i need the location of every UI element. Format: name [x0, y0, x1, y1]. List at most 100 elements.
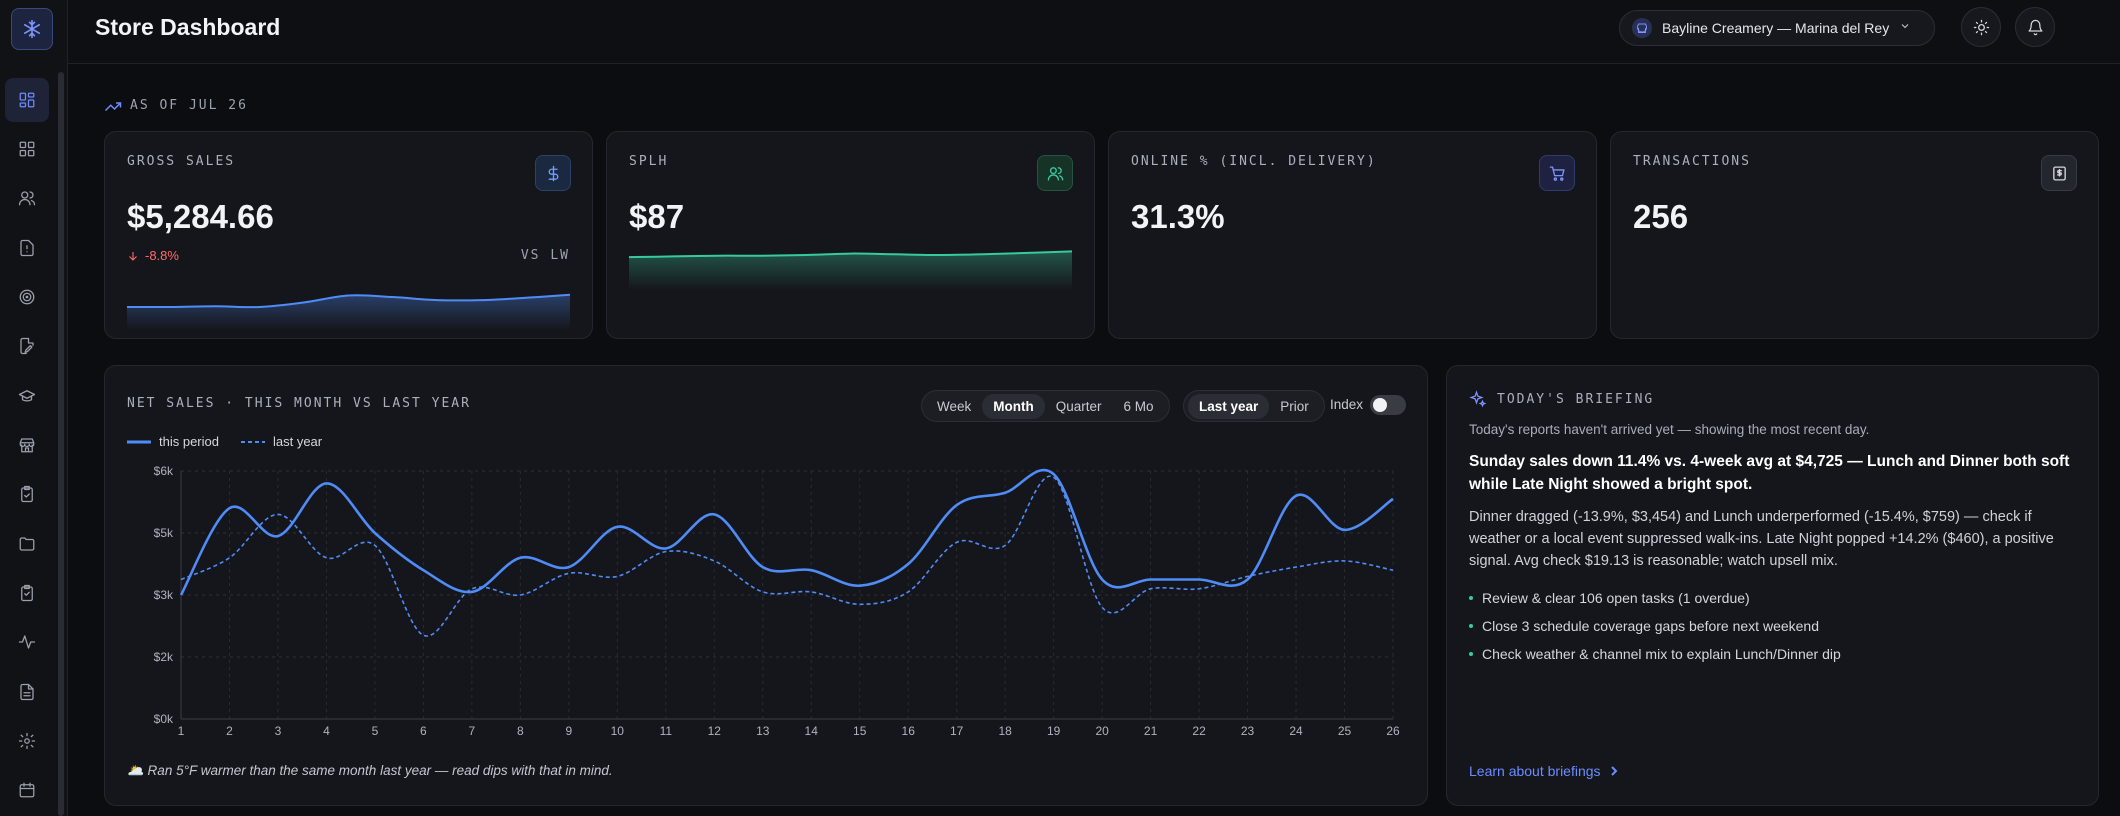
briefing-actions: Review & clear 106 open tasks (1 overdue… [1469, 584, 1841, 668]
data-point[interactable] [370, 540, 380, 550]
range-quarter[interactable]: Quarter [1055, 398, 1102, 414]
data-point[interactable] [903, 559, 913, 569]
data-point[interactable] [1243, 571, 1253, 581]
data-point[interactable] [612, 522, 622, 532]
x-tick-label: 24 [1289, 724, 1303, 738]
y-tick-label: $0k [154, 712, 174, 726]
data-point[interactable] [952, 537, 962, 547]
data-point[interactable] [1097, 602, 1107, 612]
data-point[interactable] [515, 553, 525, 563]
range-week[interactable]: Week [937, 398, 972, 414]
theme-toggle-button[interactable] [1961, 7, 2001, 47]
compare-prior[interactable]: Prior [1280, 398, 1309, 414]
nav-activity[interactable] [5, 620, 49, 664]
kpi-delta: -8.8% [127, 248, 179, 263]
nav-apps[interactable] [5, 127, 49, 171]
data-point[interactable] [1000, 540, 1010, 550]
data-point[interactable] [1194, 584, 1204, 594]
data-point[interactable] [1049, 472, 1059, 482]
notifications-button[interactable] [2015, 7, 2055, 47]
y-tick-label: $2k [154, 650, 174, 664]
data-point[interactable] [370, 528, 380, 538]
learn-briefings-link[interactable]: Learn about briefings [1469, 763, 1619, 779]
kpi-label: GROSS SALES [127, 154, 236, 169]
data-point[interactable] [903, 587, 913, 597]
nav-tasks[interactable] [5, 571, 49, 615]
series-line-last-year [180, 475, 1394, 637]
data-point[interactable] [1388, 565, 1398, 575]
x-tick-label: 25 [1338, 724, 1352, 738]
data-point[interactable] [273, 509, 283, 519]
data-point[interactable] [709, 509, 719, 519]
x-tick-label: 22 [1192, 724, 1206, 738]
grid [180, 470, 1394, 720]
nav-training[interactable] [5, 374, 49, 418]
data-point[interactable] [564, 568, 574, 578]
nav-settings[interactable] [5, 719, 49, 763]
data-point[interactable] [224, 503, 234, 513]
trending-up-icon [104, 101, 122, 111]
data-point[interactable] [1000, 488, 1010, 498]
receipt-icon [2041, 155, 2077, 191]
x-tick-label: 21 [1144, 724, 1158, 738]
data-point[interactable] [1291, 562, 1301, 572]
legend-last-year[interactable]: last year [240, 434, 322, 449]
app-logo[interactable] [11, 8, 53, 50]
sidebar-scrollbar[interactable] [58, 72, 64, 816]
data-point[interactable] [612, 571, 622, 581]
data-point[interactable] [273, 531, 283, 541]
data-point[interactable] [709, 556, 719, 566]
data-point[interactable] [855, 581, 865, 591]
kpi-value: 256 [1633, 198, 1689, 235]
data-point[interactable] [1291, 491, 1301, 501]
briefing-header: TODAY'S BRIEFING [1469, 390, 1654, 408]
nav-reports[interactable] [5, 226, 49, 270]
kpi-label: TRANSACTIONS [1633, 154, 1751, 169]
range-6mo[interactable]: 6 Mo [1123, 398, 1154, 414]
data-point[interactable] [806, 565, 816, 575]
briefing-note: Today's reports haven't arrived yet — sh… [1469, 422, 1870, 437]
data-point[interactable] [758, 562, 768, 572]
data-point[interactable] [321, 553, 331, 563]
index-toggle[interactable] [1370, 395, 1406, 415]
nav-goals[interactable] [5, 275, 49, 319]
x-tick-label: 3 [275, 724, 282, 738]
data-point[interactable] [806, 587, 816, 597]
data-point[interactable] [1194, 575, 1204, 585]
chevron-right-icon [1610, 766, 1617, 776]
legend-this-period[interactable]: this period [127, 434, 219, 449]
data-point[interactable] [467, 584, 477, 594]
x-tick-label: 1 [178, 724, 185, 738]
compare-last-year[interactable]: Last year [1188, 393, 1270, 419]
data-point[interactable] [176, 590, 186, 600]
data-point[interactable] [1388, 494, 1398, 504]
nav-store[interactable] [5, 423, 49, 467]
nav-calendar[interactable] [5, 768, 49, 812]
data-point[interactable] [952, 500, 962, 510]
document-icon [20, 683, 34, 701]
data-point[interactable] [418, 565, 428, 575]
data-point[interactable] [1097, 575, 1107, 585]
nav-checklists[interactable] [5, 472, 49, 516]
nav-dashboard[interactable] [5, 78, 49, 122]
data-point[interactable] [1340, 525, 1350, 535]
data-point[interactable] [224, 553, 234, 563]
store-selector[interactable]: Bayline Creamery — Marina del Rey [1619, 10, 1935, 46]
nav-files[interactable] [5, 522, 49, 566]
data-point[interactable] [321, 478, 331, 488]
nav-edit[interactable] [5, 324, 49, 368]
action-item: Check weather & channel mix to explain L… [1469, 640, 1841, 668]
data-point[interactable] [418, 630, 428, 640]
nav-team[interactable] [5, 176, 49, 220]
data-point[interactable] [1146, 584, 1156, 594]
data-point[interactable] [1146, 575, 1156, 585]
data-point[interactable] [176, 575, 186, 585]
data-point[interactable] [661, 547, 671, 557]
data-point[interactable] [758, 587, 768, 597]
range-month[interactable]: Month [982, 393, 1045, 419]
cart-icon [1539, 155, 1575, 191]
data-point[interactable] [855, 599, 865, 609]
nav-documents[interactable] [5, 670, 49, 714]
data-point[interactable] [1340, 556, 1350, 566]
data-point[interactable] [515, 590, 525, 600]
